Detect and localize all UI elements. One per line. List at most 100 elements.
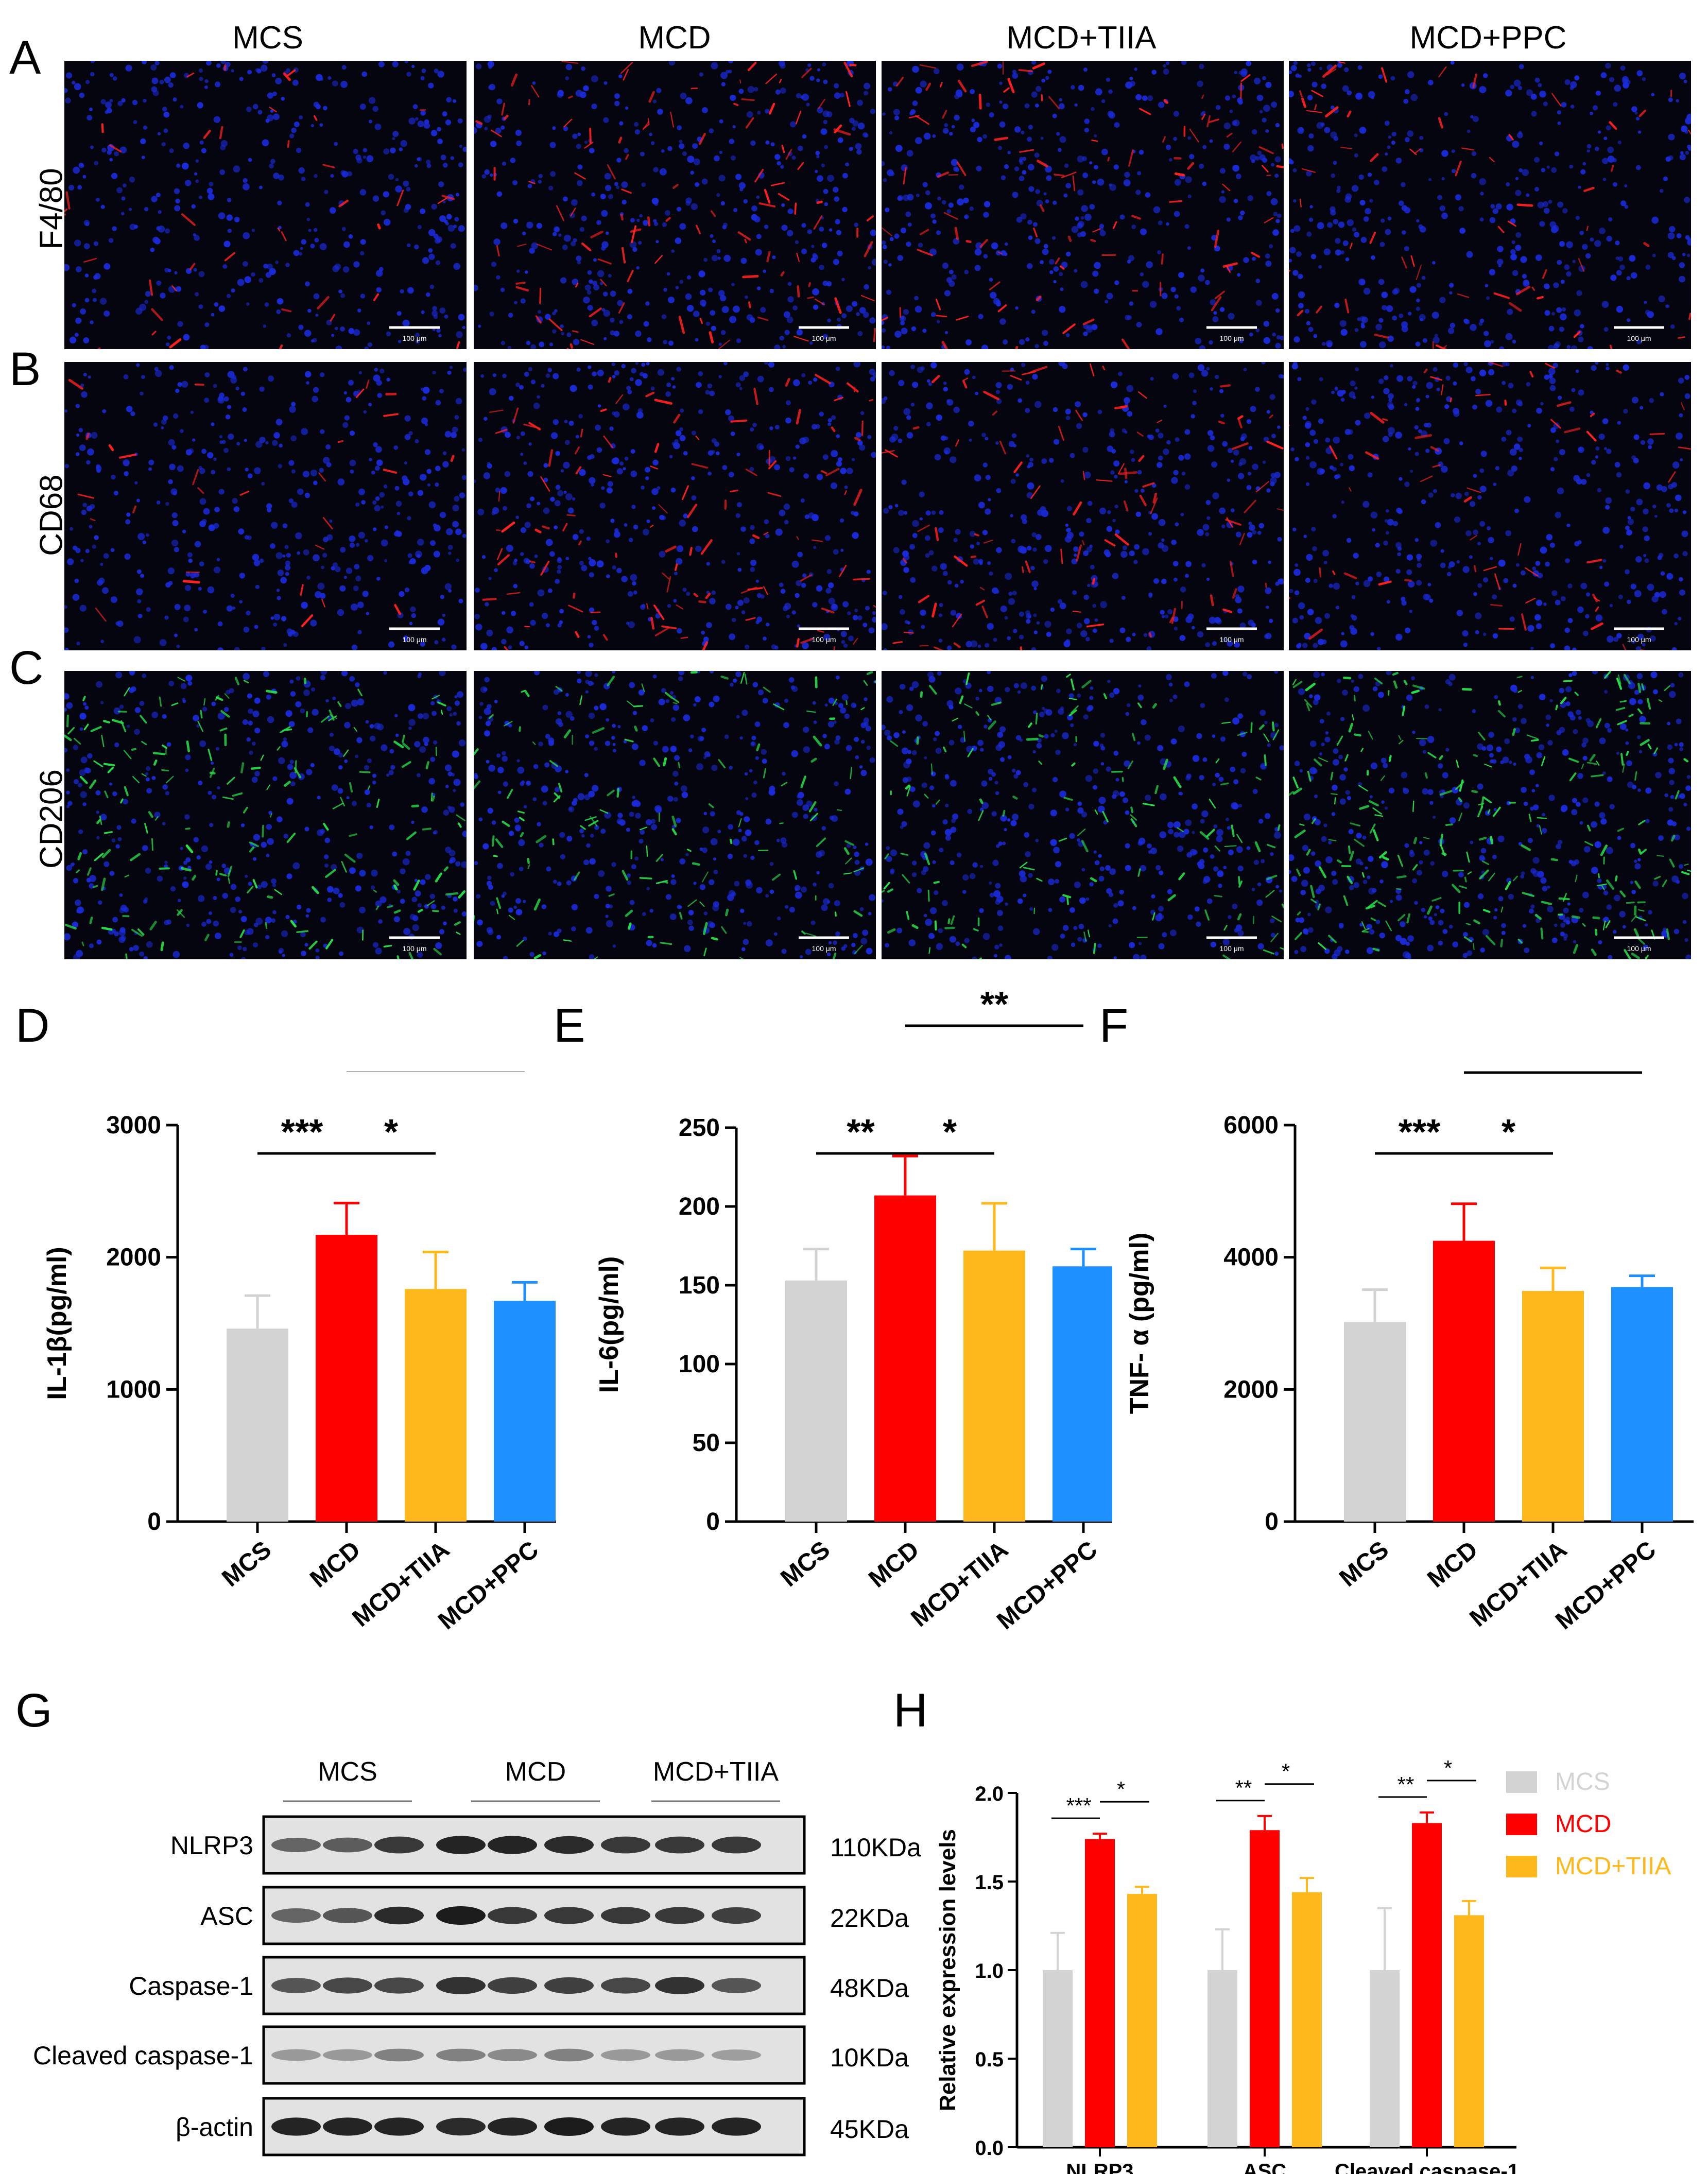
protein-label: Cleaved caspase-1 [33, 2041, 253, 2070]
bar [1053, 1266, 1112, 1522]
bar [494, 1301, 556, 1522]
y-tick-label: 2.0 [975, 1783, 1004, 1805]
micrograph-cd206-mcs: 100 μm [64, 671, 467, 959]
panel-label-e: E [554, 999, 585, 1052]
blot-band [712, 1978, 761, 1993]
scale-bar-label: 100 μm [1220, 944, 1244, 953]
blot-group-label: MCS [318, 1757, 377, 1787]
panel-label-d: D [15, 999, 50, 1052]
y-tick-label: 100 [679, 1351, 720, 1378]
legend-swatch [1506, 1771, 1537, 1793]
blot-band [712, 2049, 761, 2061]
y-tick-label: 250 [679, 1114, 720, 1142]
significance-label: * [943, 1112, 957, 1152]
y-axis-label: TNF- α (pg/ml) [1125, 1233, 1154, 1414]
y-tick-label: 1.5 [975, 1871, 1004, 1894]
bar [1522, 1291, 1584, 1522]
relative-expression-chart: 0.0 0.5 1.0 1.5 2.0 Relative expression level… [935, 1756, 1671, 2174]
micrograph-image: 100 μm [882, 671, 1284, 959]
bar [1412, 1823, 1442, 2147]
legend-label: MCS [1555, 1768, 1610, 1796]
column-label-mcd-tiia: MCD+TIIA [1006, 20, 1157, 56]
micrograph-cd68-mcd-tiia: 100 μm [882, 362, 1284, 650]
bar [874, 1195, 936, 1522]
protein-label: β-actin [176, 2113, 253, 2142]
micrograph-cd206-mcd-tiia: 100 μm [882, 671, 1284, 959]
panel-label-b: B [9, 343, 41, 395]
blot-band [323, 2049, 372, 2061]
bar [1250, 1830, 1280, 2147]
blot-band [374, 1836, 424, 1854]
blot-band [374, 2117, 424, 2136]
micrograph-f4-80-mcs: 100 μm [64, 61, 467, 349]
legend-label: MCD+TIIA [1555, 1853, 1671, 1880]
blot-band [488, 1907, 537, 1924]
y-tick-label: 0 [1265, 1508, 1279, 1535]
bar [963, 1250, 1025, 1522]
x-tick-label: MCD+PPC [433, 1536, 544, 1635]
blot-band [271, 1838, 321, 1852]
x-tick-label: MCS [217, 1536, 277, 1592]
blot-group-label: MCD+TIIA [653, 1757, 779, 1787]
legend-swatch [1506, 1814, 1537, 1835]
blot-band [323, 2117, 372, 2136]
molecular-weight-label: 110KDa [830, 1833, 921, 1862]
micrograph-cd68-mcs: 100 μm [64, 362, 467, 650]
significance-label: * [384, 1112, 399, 1152]
scale-bar-label: 100 μm [1627, 334, 1651, 342]
blot-band [544, 1836, 594, 1854]
bar [1085, 1839, 1115, 2147]
protein-label: NLRP3 [170, 1831, 253, 1860]
protein-label: Caspase-1 [129, 1972, 253, 2000]
x-tick-label: Cleaved caspase-1 [1335, 2160, 1519, 2174]
blot-band [323, 1977, 372, 1994]
blot-group-label: MCD [505, 1757, 566, 1787]
bar [1611, 1287, 1673, 1522]
y-tick-label: 0 [706, 1508, 720, 1535]
column-label-mcs: MCS [232, 20, 303, 56]
micrograph-f4-80-mcd-tiia: 100 μm [882, 61, 1284, 349]
micrograph-cd206-mcd-ppc: 100 μm [1289, 671, 1691, 959]
y-tick-label: 2000 [1223, 1376, 1279, 1403]
blot-band [374, 2048, 424, 2062]
blot-band [601, 1977, 650, 1994]
micrograph-image: 100 μm [1289, 61, 1691, 349]
blot-band [374, 1906, 424, 1925]
scale-bar-label: 100 μm [812, 334, 836, 342]
blot-band [655, 1836, 704, 1854]
bar [316, 1235, 377, 1522]
blot-band [601, 2117, 650, 2136]
significance-label: *** [1399, 1112, 1441, 1152]
blot-strip [262, 2025, 806, 2085]
x-tick-label: ASC [1243, 2160, 1286, 2174]
micrograph-image: 100 μm [1289, 671, 1691, 959]
y-tick-label: 200 [679, 1193, 720, 1220]
blot-band [544, 1907, 594, 1924]
significance-label: * [1282, 1759, 1290, 1784]
blot-band [488, 1836, 537, 1854]
bar [1043, 1970, 1073, 2147]
blot-band [271, 1978, 321, 1993]
micrograph-f4-80-mcd: 100 μm [474, 61, 876, 349]
molecular-weight-label: 22KDa [830, 1904, 909, 1933]
x-tick-label: MCS [775, 1536, 835, 1592]
western-blot: MCS MCD MCD+TIIA NLRP3 110KDa ASC 22KDa Caspase… [33, 1757, 921, 2156]
y-tick-label: 3000 [106, 1112, 161, 1139]
scale-bar-label: 100 μm [1627, 635, 1651, 644]
blot-band [374, 1977, 424, 1994]
micrograph-cd68-mcd-ppc: 100 μm [1289, 362, 1691, 650]
bar [1454, 1915, 1484, 2147]
blot-band [712, 1836, 761, 1854]
protein-label: ASC [200, 1902, 253, 1930]
molecular-weight-label: 45KDa [830, 2115, 909, 2144]
micrograph-image: 100 μm [64, 362, 467, 650]
legend-swatch [1506, 1856, 1537, 1877]
y-tick-label: 1000 [106, 1376, 161, 1403]
y-axis-label: Relative expression levels [935, 1829, 960, 2111]
panel-label-a: A [9, 31, 41, 84]
scale-bar-label: 100 μm [812, 635, 836, 644]
blot-band [712, 1907, 761, 1924]
